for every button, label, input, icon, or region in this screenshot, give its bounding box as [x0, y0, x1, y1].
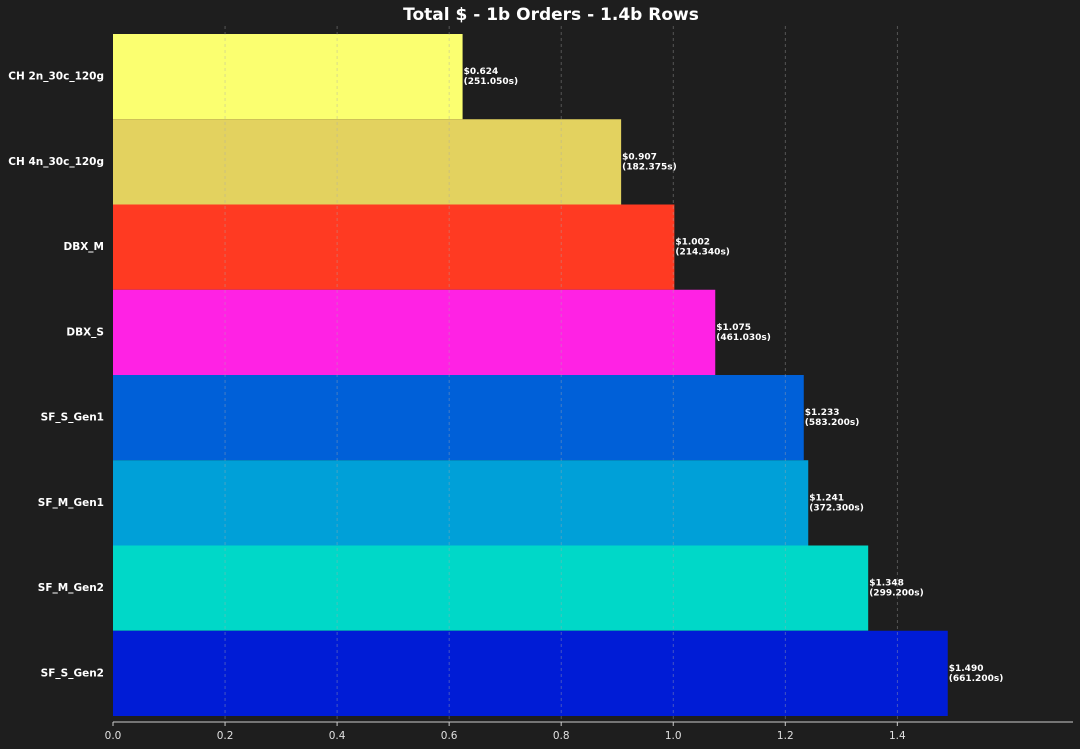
time-label: (583.200s) [805, 418, 860, 428]
y-tick-label: CH 2n_30c_120g [8, 71, 104, 83]
y-tick-label: DBX_S [66, 326, 104, 338]
time-label: (299.200s) [869, 589, 924, 599]
value-label: $0.624 [464, 67, 499, 77]
y-tick-label: SF_M_Gen2 [38, 582, 104, 594]
time-label: (461.030s) [716, 333, 771, 343]
x-tick-label: 1.2 [777, 730, 794, 742]
y-tick-label: CH 4n_30c_120g [8, 156, 104, 168]
x-tick-label: 1.0 [665, 730, 682, 742]
y-tick-label: SF_S_Gen2 [41, 667, 104, 679]
x-tick-label: 0.0 [105, 730, 122, 742]
chart-title: Total $ - 1b Orders - 1.4b Rows [403, 5, 699, 25]
bar [113, 119, 622, 205]
bar [113, 204, 675, 290]
y-tick-label: SF_S_Gen1 [41, 412, 104, 424]
bar [113, 460, 809, 546]
bar [113, 375, 804, 461]
time-label: (251.050s) [464, 77, 519, 87]
y-tick-label: DBX_M [63, 241, 104, 253]
bar [113, 289, 716, 375]
value-label: $0.907 [622, 152, 657, 162]
y-tick-label: SF_M_Gen1 [38, 497, 104, 509]
bar [113, 34, 463, 120]
x-tick-label: 0.8 [553, 730, 570, 742]
value-label: $1.075 [716, 323, 751, 333]
value-label: $1.002 [675, 238, 710, 248]
value-label: $1.348 [869, 579, 904, 589]
value-label: $1.233 [805, 408, 840, 418]
time-label: (661.200s) [949, 674, 1004, 684]
x-tick-label: 1.4 [889, 730, 906, 742]
x-tick-label: 0.2 [217, 730, 234, 742]
time-label: (182.375s) [622, 162, 677, 172]
x-tick-label: 0.4 [329, 730, 346, 742]
bar [113, 630, 948, 716]
x-tick-label: 0.6 [441, 730, 458, 742]
time-label: (214.340s) [675, 248, 730, 258]
value-label: $1.490 [949, 664, 984, 674]
time-label: (372.300s) [809, 503, 864, 513]
value-label: $1.241 [809, 493, 844, 503]
bar [113, 545, 869, 631]
